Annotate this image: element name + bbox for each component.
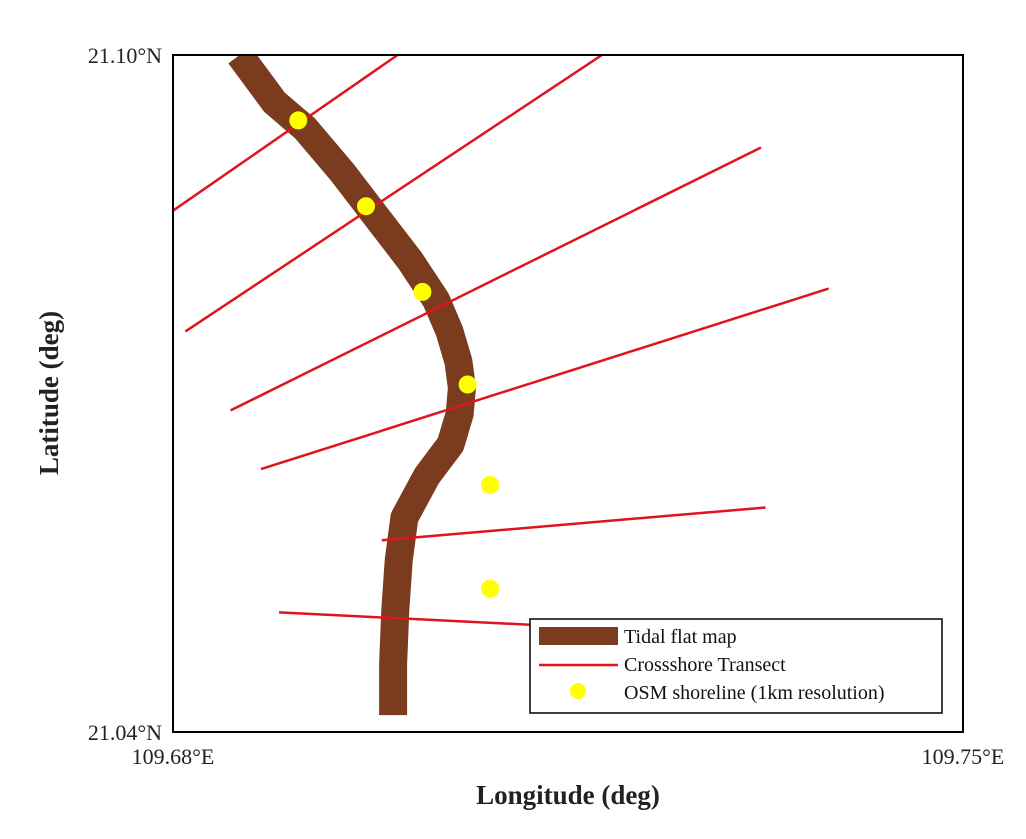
legend-label-transect: Crossshore Transect (624, 654, 786, 676)
shoreline-point-5 (481, 475, 500, 494)
x-axis-title: Longitude (deg) (476, 780, 660, 810)
shoreline-point-1 (289, 111, 308, 130)
transect-line-4 (260, 287, 830, 471)
transect-line-2 (184, 55, 603, 333)
x-tick-label-left: 109.68°E (132, 744, 215, 769)
transect-line-5 (381, 506, 766, 542)
plot-frame (172, 54, 964, 733)
legend-tidal-flat-swatch (539, 627, 618, 645)
transect-line-3 (230, 146, 762, 412)
legend: Tidal flat map Crossshore Transect OSM s… (529, 618, 943, 714)
y-tick-label-top: 21.10°N (88, 43, 162, 68)
transect-line-1 (173, 55, 399, 212)
shoreline-point-3 (413, 282, 432, 301)
y-tick-label-bottom: 21.04°N (88, 720, 162, 745)
tidal-flat-band (228, 55, 476, 716)
legend-label-shoreline: OSM shoreline (1km resolution) (624, 682, 885, 704)
x-tick-label-right: 109.75°E (922, 744, 1005, 769)
shoreline-point-4 (458, 375, 477, 394)
legend-label-tidal-flat: Tidal flat map (624, 626, 737, 648)
shoreline-point-6 (481, 579, 500, 598)
legend-shoreline-swatch (570, 683, 586, 699)
y-axis-title: Latitude (deg) (34, 311, 64, 475)
shoreline-point-2 (357, 197, 375, 216)
